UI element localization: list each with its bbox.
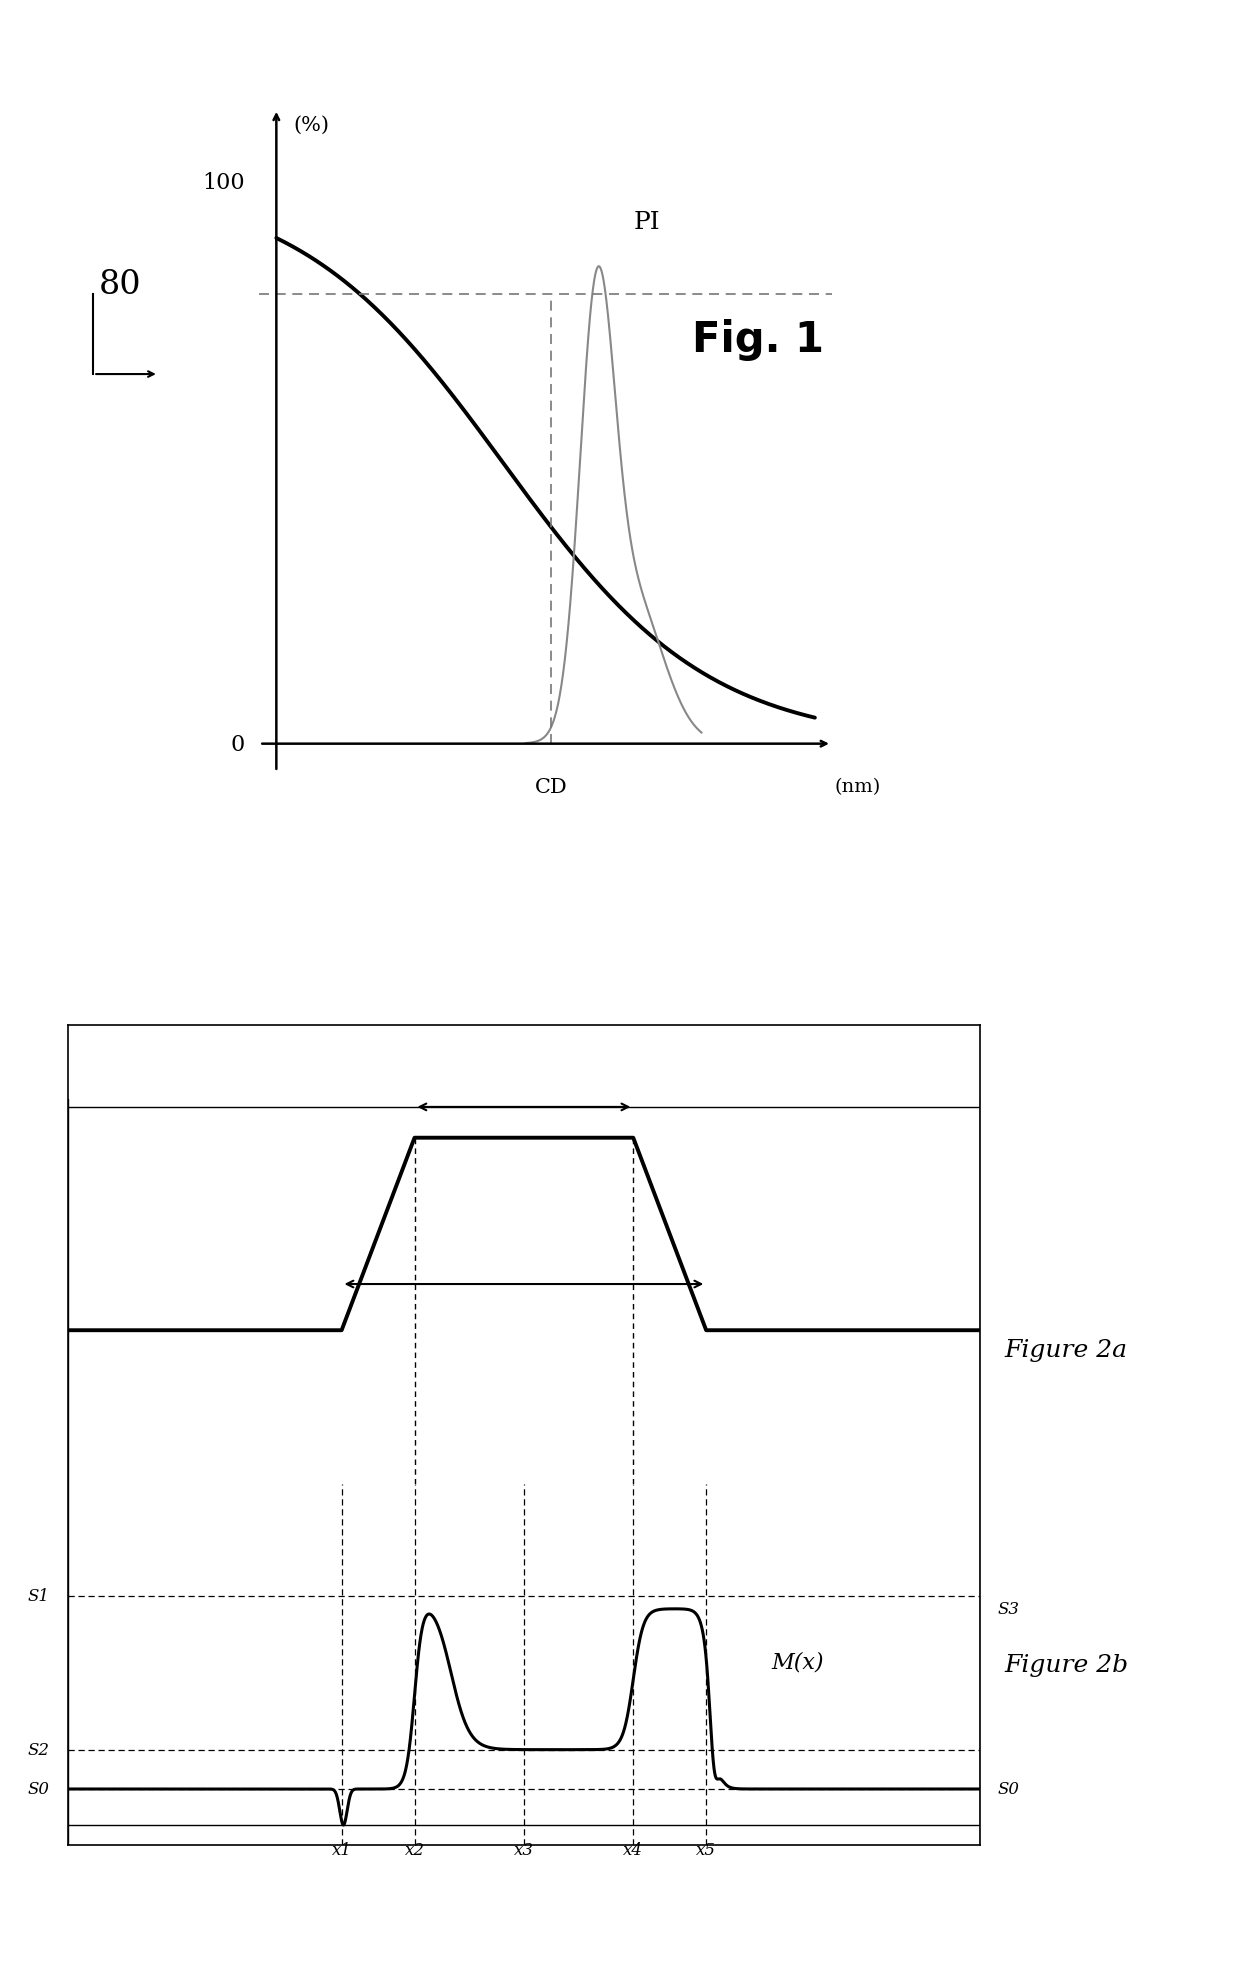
Text: (nm): (nm)	[835, 777, 880, 795]
Text: x2: x2	[404, 1841, 424, 1859]
Text: x4: x4	[624, 1841, 644, 1859]
Text: Figure 2a: Figure 2a	[1004, 1338, 1127, 1361]
Text: (%): (%)	[294, 116, 330, 134]
Text: PI: PI	[634, 211, 660, 233]
Text: x3: x3	[513, 1841, 534, 1859]
Text: Figure 2b: Figure 2b	[1004, 1653, 1128, 1677]
Text: S1: S1	[29, 1588, 50, 1604]
Text: S0: S0	[998, 1780, 1019, 1797]
Text: CD: CD	[534, 777, 568, 797]
Text: S0: S0	[29, 1780, 50, 1797]
Text: x1: x1	[331, 1841, 352, 1859]
Text: 80: 80	[99, 268, 141, 302]
Text: x5: x5	[696, 1841, 717, 1859]
Text: S3: S3	[998, 1600, 1019, 1618]
Text: 100: 100	[202, 172, 246, 193]
Text: S2: S2	[29, 1742, 50, 1758]
Text: M(x): M(x)	[771, 1649, 823, 1673]
Text: 0: 0	[231, 734, 246, 756]
Text: Fig. 1: Fig. 1	[692, 320, 825, 361]
